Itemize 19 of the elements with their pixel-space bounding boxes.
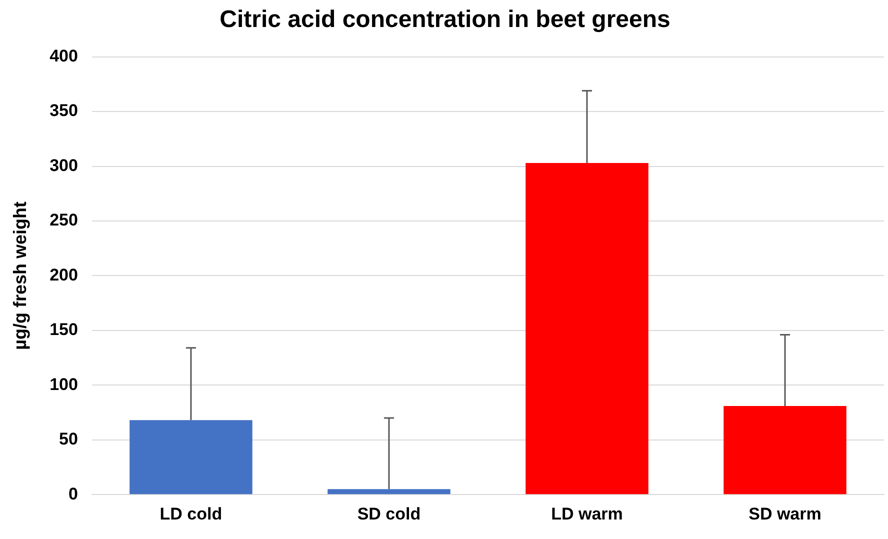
x-tick-label: SD warm (748, 504, 822, 524)
bar (328, 489, 450, 494)
y-tick-label: 150 (50, 320, 78, 340)
bar (724, 406, 846, 494)
bar (526, 162, 648, 494)
y-axis-title: µg/g fresh weight (10, 202, 30, 350)
y-tick-label: 250 (50, 210, 78, 230)
y-tick-label: 100 (50, 374, 78, 394)
chart-title: Citric acid concentration in beet greens (220, 6, 670, 34)
y-tick-label: 50 (59, 430, 78, 449)
y-tick-label: 350 (50, 101, 78, 120)
y-tick-label: 200 (50, 265, 78, 284)
y-tick-label: 300 (50, 156, 78, 175)
bar (130, 420, 252, 494)
y-tick-label: 0 (68, 484, 78, 504)
x-tick-label: LD cold (160, 504, 222, 524)
x-tick-label: SD cold (357, 504, 421, 524)
x-tick-label: LD warm (551, 504, 623, 524)
y-tick-label: 400 (50, 46, 78, 66)
